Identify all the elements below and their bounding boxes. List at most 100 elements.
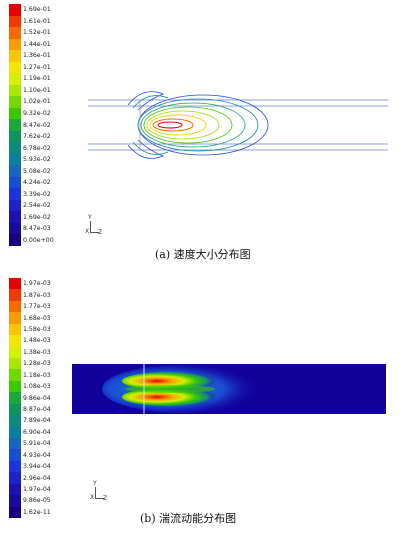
velocity-colorbar (9, 4, 21, 247)
colorbar-cell (9, 426, 21, 439)
colorbar-label: 1.97e-04 (23, 485, 51, 493)
colorbar-cell (9, 222, 21, 235)
colorbar-label: 5.93e-02 (23, 156, 51, 164)
colorbar-label: 8.47e-03 (23, 225, 51, 233)
colorbar-cell (9, 392, 21, 405)
inlet-contour-bottom (127, 139, 165, 159)
colorbar-cell (9, 449, 21, 462)
colorbar-label: 1.28e-03 (23, 360, 51, 368)
inlet-contour-bottom-2 (132, 141, 169, 155)
contour-3 (140, 102, 246, 148)
colorbar-cell (9, 165, 21, 178)
velocity-contour-plot (88, 91, 388, 159)
colorbar-label: 1.58e-03 (23, 325, 51, 333)
contour-7 (152, 118, 194, 132)
contour-6 (149, 114, 207, 136)
colorbar-cell (9, 27, 21, 40)
colorbar-cell (9, 323, 21, 336)
colorbar-cell (9, 119, 21, 132)
colorbar-label: 1.38e-03 (23, 348, 51, 356)
colorbar-cell (9, 415, 21, 428)
colorbar-label: 5.08e-02 (23, 167, 51, 175)
colorbar-label: 1.61e-01 (23, 17, 51, 25)
colorbar-cell (9, 130, 21, 143)
colorbar-cell (9, 15, 21, 28)
colorbar-label: 2.54e-02 (23, 202, 51, 210)
tke-jet-lower (122, 388, 222, 406)
inlet-contour-top-2 (132, 95, 169, 109)
colorbar-label: 6.90e-04 (23, 428, 51, 436)
colorbar-cell (9, 234, 21, 247)
velocity-caption: (a) 速度大小分布图 (155, 248, 251, 261)
colorbar-label: 1.48e-03 (23, 337, 51, 345)
colorbar-label: 4.93e-04 (23, 451, 51, 459)
colorbar-label: 2.96e-04 (23, 474, 51, 482)
colorbar-label: 5.91e-04 (23, 440, 51, 448)
tke-caption: (b) 湍流动能分布图 (140, 512, 237, 525)
colorbar-label: 7.62e-02 (23, 133, 51, 141)
contour-8 (157, 121, 183, 129)
colorbar-label: 1.10e-01 (23, 86, 51, 94)
colorbar-cell (9, 199, 21, 212)
colorbar-cell (9, 84, 21, 97)
colorbar-cell (9, 73, 21, 86)
colorbar-cell (9, 369, 21, 382)
colorbar-cell (9, 4, 21, 17)
colorbar-cell (9, 176, 21, 189)
colorbar-cell (9, 483, 21, 496)
colorbar-cell (9, 211, 21, 224)
tke-contour-plot (72, 364, 386, 414)
colorbar-cell (9, 300, 21, 313)
colorbar-label: 1.08e-03 (23, 383, 51, 391)
colorbar-label: 4.24e-02 (23, 179, 51, 187)
colorbar-label: 9.32e-02 (23, 109, 51, 117)
tke-panel: 1.97e-03 1.87e-03 1.77e-03 1.68e-03 1.58e-03… (0, 270, 411, 534)
colorbar-cell (9, 107, 21, 120)
colorbar-label: 1.62e-11 (23, 508, 51, 516)
colorbar-cell (9, 278, 21, 290)
colorbar-cell (9, 346, 21, 359)
colorbar-label: 9.86e-05 (23, 497, 51, 505)
colorbar-label: 1.68e-03 (23, 314, 51, 322)
colorbar-label: 3.39e-02 (23, 190, 51, 198)
colorbar-cell (9, 495, 21, 508)
colorbar-label: 8.47e-02 (23, 121, 51, 129)
colorbar-label: 1.27e-01 (23, 63, 51, 71)
colorbar-label: 1.44e-01 (23, 40, 51, 48)
colorbar-cell (9, 472, 21, 485)
colorbar-cell (9, 438, 21, 450)
colorbar-cell (9, 50, 21, 63)
tke-axes-triad: Y Z X (90, 480, 108, 502)
velocity-panel: 1.69e-01 1.61e-01 1.52e-01 1.44e-01 1.36e-01… (9, 4, 388, 261)
inlet-contour-top (127, 91, 165, 111)
colorbar-label: 7.89e-04 (23, 417, 51, 425)
colorbar-label: 1.69e-02 (23, 213, 51, 221)
colorbar-label: 8.87e-04 (23, 405, 51, 413)
colorbar-cell (9, 289, 21, 302)
colorbar-cell (9, 506, 21, 519)
colorbar-label: 1.87e-03 (23, 291, 51, 299)
contour-4 (143, 106, 233, 144)
colorbar-cell (9, 380, 21, 393)
colorbar-cell (9, 61, 21, 74)
colorbar-cell (9, 142, 21, 155)
colorbar-label: 9.86e-04 (23, 394, 51, 402)
colorbar-cell (9, 460, 21, 473)
colorbar-cell (9, 153, 21, 166)
colorbar-cell (9, 38, 21, 51)
colorbar-cell (9, 335, 21, 348)
colorbar-cell (9, 96, 21, 109)
colorbar-cell (9, 312, 21, 325)
colorbar-label: 1.36e-01 (23, 52, 51, 60)
colorbar-label: 3.94e-04 (23, 463, 51, 471)
colorbar-label: 1.97e-03 (23, 280, 51, 288)
contour-2 (137, 98, 259, 152)
colorbar-label: 1.18e-03 (23, 371, 51, 379)
colorbar-cell (9, 358, 21, 370)
colorbar-label: 1.69e-01 (23, 6, 51, 14)
colorbar-label: 0.00e+00 (23, 236, 54, 244)
tke-core (125, 385, 215, 393)
colorbar-label: 1.52e-01 (23, 29, 51, 37)
velocity-axes-triad: Y Z X (85, 214, 103, 236)
tke-colorbar (9, 278, 21, 519)
